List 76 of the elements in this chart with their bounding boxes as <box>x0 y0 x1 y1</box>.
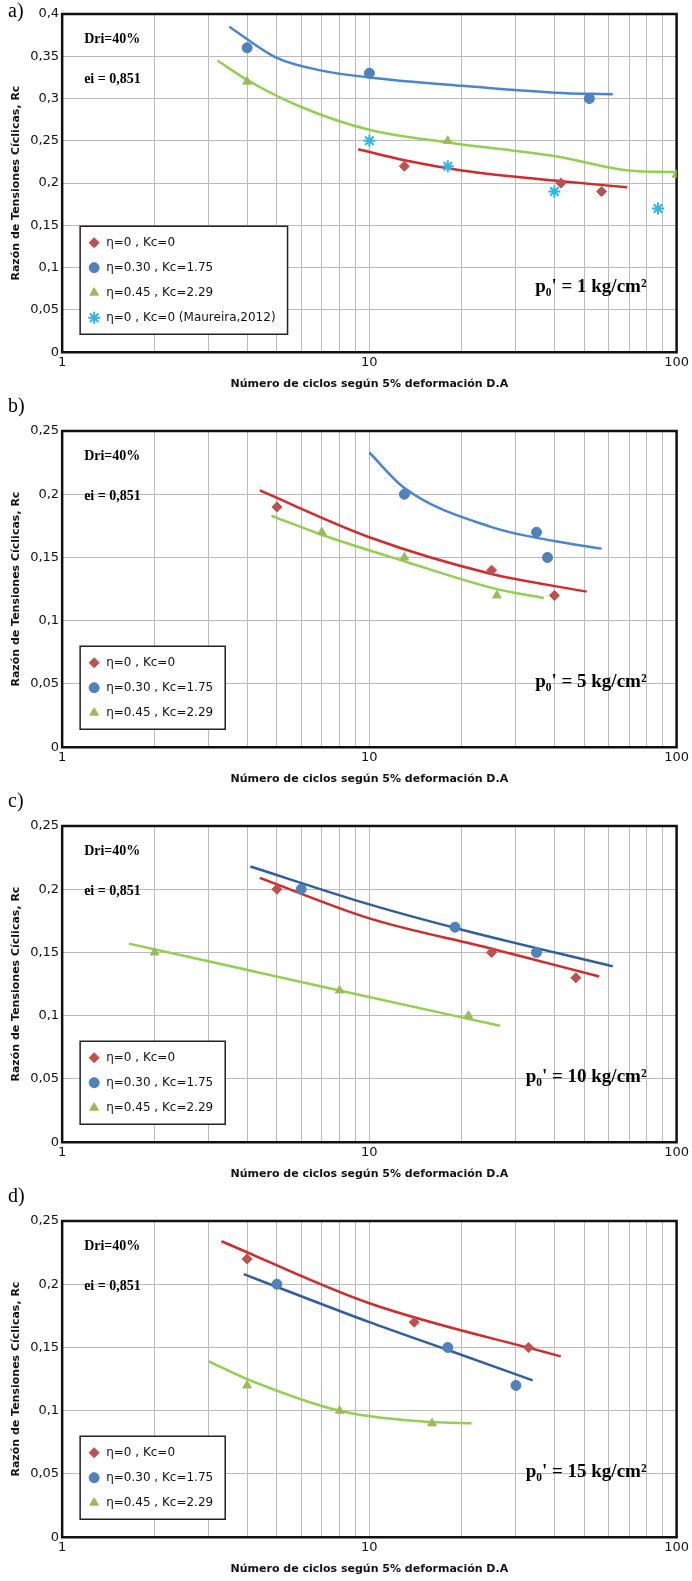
legend-label: η=0.45 , Kc=2.29 <box>106 284 214 299</box>
annotation: Dri=40% <box>84 842 141 858</box>
legend-label: η=0.45 , Kc=2.29 <box>106 704 214 719</box>
y-tick-label: 0,4 <box>38 5 60 21</box>
x-tick-label: 100 <box>664 354 690 370</box>
chart-title: a) <box>8 0 24 23</box>
x-tick-label: 100 <box>664 1539 690 1555</box>
x-tick-label: 10 <box>361 354 378 370</box>
y-tick-label: 0,3 <box>38 89 60 105</box>
annotation: p₀' = 10 kg/cm² <box>525 1065 647 1087</box>
y-tick-label: 0,2 <box>38 1275 60 1291</box>
annotation: ei = 0,851 <box>84 487 141 503</box>
y-axis-title: Razón de Tensiones Cíclicas, Rc <box>9 491 23 687</box>
x-tick-label: 10 <box>361 749 378 765</box>
y-tick-label: 0,2 <box>38 880 60 896</box>
x-tick-label: 1 <box>58 354 67 370</box>
x-tick-label: 100 <box>664 749 690 765</box>
legend-label: η=0.45 , Kc=2.29 <box>106 1494 214 1509</box>
x-axis-title: Número de ciclos según 5% deformación D.A <box>230 377 509 391</box>
y-axis-title: Razón de Tensiones Cíclicas, Rc <box>9 1281 23 1477</box>
legend-label: η=0 , Kc=0 <box>106 654 176 669</box>
y-tick-label: 0,35 <box>30 47 60 63</box>
y-tick-label: 0,05 <box>30 675 60 691</box>
y-tick-label: 0,15 <box>30 943 60 959</box>
y-tick-label: 0,1 <box>38 1402 60 1418</box>
annotation: p₀' = 15 kg/cm² <box>525 1460 647 1482</box>
annotation: Dri=40% <box>84 30 141 46</box>
annotation: Dri=40% <box>84 447 141 463</box>
legend-label: η=0 , Kc=0 <box>106 1444 176 1459</box>
y-tick-label: 0 <box>50 1528 60 1544</box>
y-tick-label: 0 <box>50 1133 60 1149</box>
legend-label: η=0.30 , Kc=1.75 <box>106 1074 214 1089</box>
annotation: ei = 0,851 <box>84 70 141 86</box>
annotation: Dri=40% <box>84 1237 141 1253</box>
x-axis-title: Número de ciclos según 5% deformación D.A <box>230 1167 509 1181</box>
annotation: p₀' = 1 kg/cm² <box>535 275 647 297</box>
y-axis-title: Razón de Tensiones Cíclicas, Rc <box>9 85 23 281</box>
x-tick-label: 1 <box>58 1144 67 1160</box>
y-tick-label: 0,05 <box>30 301 60 317</box>
legend-label: η=0.30 , Kc=1.75 <box>106 259 214 274</box>
y-tick-label: 0 <box>50 738 60 754</box>
y-tick-label: 0 <box>50 343 60 359</box>
y-tick-label: 0,05 <box>30 1465 60 1481</box>
legend-label: η=0 , Kc=0 <box>106 234 176 249</box>
x-tick-label: 10 <box>361 1539 378 1555</box>
legend-label: η=0.30 , Kc=1.75 <box>106 1469 214 1484</box>
y-tick-label: 0,15 <box>30 216 60 232</box>
x-axis-title: Número de ciclos según 5% deformación D.A <box>230 1562 509 1576</box>
y-tick-label: 0,25 <box>30 132 60 148</box>
y-tick-label: 0,2 <box>38 485 60 501</box>
y-tick-label: 0,15 <box>30 1338 60 1354</box>
y-tick-label: 0,1 <box>38 259 60 275</box>
y-tick-label: 0,05 <box>30 1070 60 1086</box>
y-tick-label: 0,25 <box>30 1212 60 1228</box>
chart-title: d) <box>8 1184 25 1208</box>
y-tick-label: 0,1 <box>38 1007 60 1023</box>
annotation: ei = 0,851 <box>84 1277 141 1293</box>
legend-label: η=0 , Kc=0 <box>106 1049 176 1064</box>
y-tick-label: 0,2 <box>38 174 60 190</box>
y-tick-label: 0,25 <box>30 422 60 438</box>
legend-label: η=0 , Kc=0 (Maureira,2012) <box>106 309 276 324</box>
annotation: p₀' = 5 kg/cm² <box>535 670 647 692</box>
y-tick-label: 0,25 <box>30 817 60 833</box>
chart-title: c) <box>8 789 24 813</box>
annotation: ei = 0,851 <box>84 882 141 898</box>
x-tick-label: 1 <box>58 749 67 765</box>
legend-label: η=0.45 , Kc=2.29 <box>106 1099 214 1114</box>
x-axis-title: Número de ciclos según 5% deformación D.A <box>230 772 509 786</box>
x-tick-label: 100 <box>664 1144 690 1160</box>
legend-label: η=0.30 , Kc=1.75 <box>106 679 214 694</box>
chart-title: b) <box>8 394 25 418</box>
y-tick-label: 0,1 <box>38 612 60 628</box>
y-axis-title: Razón de Tensiones Cíclicas, Rc <box>9 886 23 1082</box>
x-tick-label: 1 <box>58 1539 67 1555</box>
y-tick-label: 0,15 <box>30 548 60 564</box>
x-tick-label: 10 <box>361 1144 378 1160</box>
